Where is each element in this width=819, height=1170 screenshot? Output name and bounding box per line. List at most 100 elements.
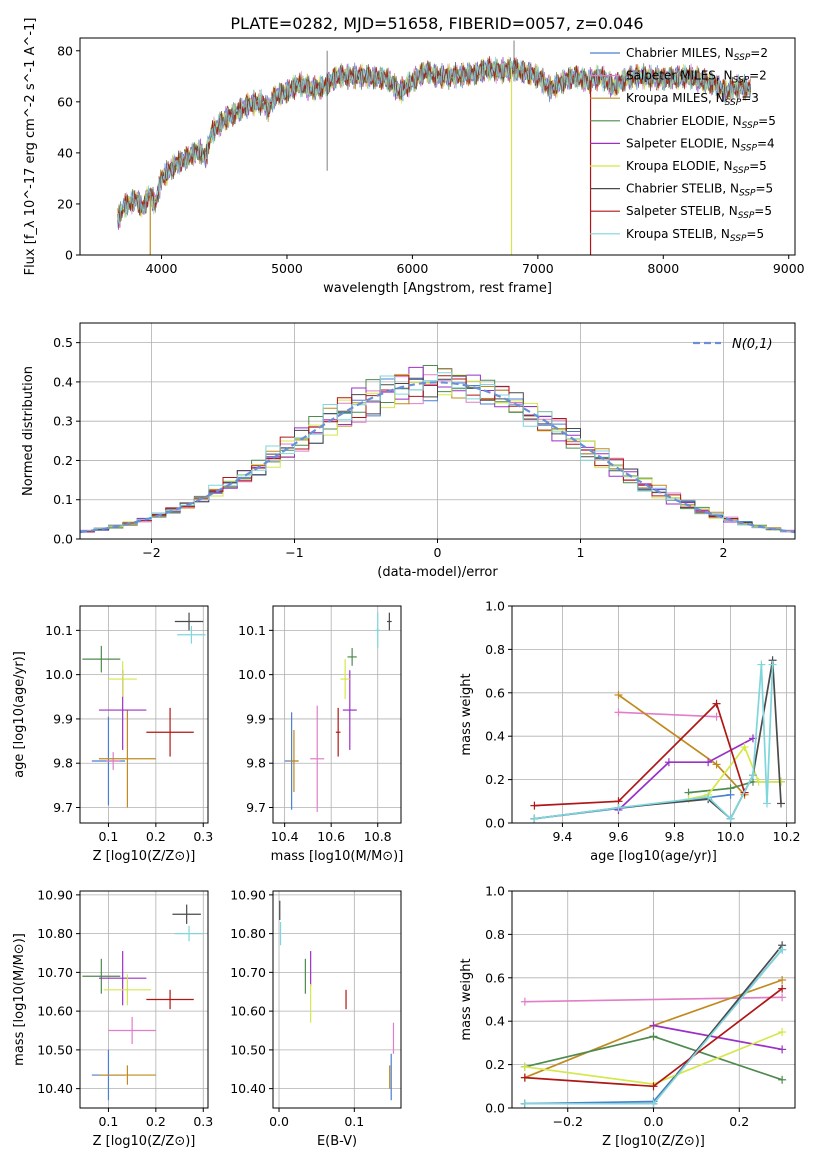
y-tick-label: 10.40 (230, 1081, 266, 1096)
y-tick-label: 1.0 (485, 884, 505, 899)
y-tick-label: 10.70 (230, 965, 266, 980)
y-tick-label: 9.7 (53, 800, 73, 815)
legend-label: Kroupa STELIB, NSSP=5 (626, 227, 764, 244)
errorbars-age_vs_mass (284, 612, 392, 812)
x-tick-label: 0.0 (644, 1114, 664, 1129)
x-tick-label: 9.8 (665, 829, 685, 844)
y-axis-label: Flux [f_λ 10^-17 erg cm^-2 s^-1 A^-1] (23, 18, 38, 276)
y-tick-label: 0.4 (53, 374, 73, 389)
spectrum-lines (117, 40, 751, 255)
y-tick-label: 10.80 (37, 926, 73, 941)
x-tick-label: 0 (434, 545, 442, 560)
x-axis-label: (data-model)/error (377, 565, 498, 580)
mass_vs_ebv-frame (272, 890, 402, 1109)
legend-label: Chabrier STELIB, NSSP=5 (626, 182, 773, 199)
x-axis-label: age [log10(age/yr)] (590, 849, 717, 864)
y-tick-label: 10.60 (230, 1004, 266, 1019)
y-tick-label: 0.6 (485, 970, 505, 985)
y-tick-label: 0.1 (53, 492, 73, 507)
legend-label: Salpeter STELIB, NSSP=5 (626, 204, 772, 221)
axes-residuals: −2 −1 0 1 2 0.0 0.1 0.2 0.3 0.4 0.5 (data-model)/er… (21, 323, 795, 580)
x-tick-label: 8000 (647, 261, 679, 276)
x-tick-label: 9.4 (552, 829, 572, 844)
x-tick-label: 6000 (397, 261, 429, 276)
y-tick-label: 40 (57, 145, 73, 160)
y-tick-label: 0.8 (485, 927, 505, 942)
x-tick-label: 5000 (271, 261, 303, 276)
y-axis-label: mass weight (459, 673, 474, 755)
y-tick-label: 10.60 (37, 1004, 73, 1019)
x-tick-label: 0.0 (269, 1114, 289, 1129)
y-tick-label: 0.2 (485, 1057, 505, 1072)
y-tick-label: 9.9 (246, 711, 266, 726)
residuals-frame (79, 322, 796, 540)
residuals-legend: N(0,1) (693, 337, 773, 352)
axes-spectrum: 4000 5000 6000 7000 8000 9000 0 20 40 60 80 wavelen… (23, 18, 805, 296)
y-axis-label: age [log10(age/yr)] (12, 651, 27, 778)
y-tick-label: 0 (65, 248, 73, 263)
legend-label: Salpeter MILES, NSSP=2 (626, 69, 767, 86)
y-tick-label: 0.5 (53, 335, 73, 350)
legend-label: N(0,1) (732, 337, 773, 352)
y-tick-label: 1.0 (485, 599, 505, 614)
weight_vs_age-frame (511, 605, 796, 824)
errorbars-age_vs_Z (82, 612, 206, 808)
y-tick-label: 20 (57, 196, 73, 211)
x-tick-label: 9000 (773, 261, 805, 276)
spectrum-line-Kroupa_STELIB (117, 56, 751, 227)
y-tick-label: 10.40 (37, 1081, 73, 1096)
x-tick-label: 10.2 (773, 829, 801, 844)
weight-line-Salpeter_STELIB (534, 702, 746, 807)
y-tick-label: 60 (57, 94, 73, 109)
spectrum-frame (79, 37, 796, 256)
axes-age_vs_mass: 10.4 10.6 10.8 9.7 9.8 9.9 10.0 10.1 mass [log10… (238, 606, 403, 864)
y-tick-label: 0.2 (53, 453, 73, 468)
y-tick-label: 10.90 (230, 887, 266, 902)
x-tick-label: −0.2 (553, 1114, 583, 1129)
y-axis-label: mass [log10(M/M⊙)] (12, 933, 27, 1066)
y-tick-label: 10.1 (45, 623, 73, 638)
age_vs_mass-frame (272, 605, 402, 824)
y-tick-label: 10.50 (230, 1042, 266, 1057)
x-tick-label: 2 (720, 545, 728, 560)
x-axis-label: E(B-V) (317, 1134, 357, 1149)
weights-weight_vs_Z (520, 941, 787, 1108)
x-tick-label: 0.2 (729, 1114, 749, 1129)
x-axis-label: mass [log10(M/M⊙)] (271, 849, 404, 864)
y-tick-label: 80 (57, 43, 73, 58)
axes-weight_vs_age: 9.4 9.6 9.8 10.0 10.2 0.0 0.2 0.4 0.6 0.8 1.0 age [… (459, 599, 801, 865)
x-tick-label: 0.1 (98, 829, 118, 844)
y-tick-label: 0.6 (485, 685, 505, 700)
x-tick-label: 0.1 (344, 1114, 364, 1129)
weight-line-Kroupa_STELIB (534, 664, 774, 821)
y-tick-label: 0.0 (53, 532, 73, 547)
x-axis-label: Z [log10(Z/Z⊙)] (93, 1134, 196, 1149)
y-axis-label: mass weight (459, 958, 474, 1040)
x-axis-label: Z [log10(Z/Z⊙)] (93, 849, 196, 864)
mass_vs_Z-frame (79, 890, 209, 1109)
x-tick-label: −1 (285, 545, 303, 560)
legend-label: Kroupa ELODIE, NSSP=5 (626, 159, 767, 176)
axes-age_vs_Z: 0.1 0.2 0.3 9.7 9.8 9.9 10.0 10.1 Z [log10(Z/Z⊙)… (12, 606, 213, 864)
y-tick-label: 10.50 (37, 1042, 73, 1057)
y-tick-label: 0.4 (485, 1014, 505, 1029)
age_vs_Z-frame (79, 605, 209, 824)
y-tick-label: 10.1 (238, 623, 266, 638)
y-tick-label: 0.0 (485, 1101, 505, 1116)
normal-curve (80, 381, 795, 534)
histogram-steps (80, 365, 795, 534)
x-tick-label: 10.0 (717, 829, 745, 844)
y-tick-label: 10.90 (37, 887, 73, 902)
x-tick-label: 0.3 (193, 1114, 213, 1129)
x-tick-label: 0.1 (98, 1114, 118, 1129)
weight-line-Salpeter_MILES (618, 711, 717, 718)
x-tick-label: 4000 (146, 261, 178, 276)
x-tick-label: 0.2 (146, 829, 166, 844)
legend-label: Chabrier ELODIE, NSSP=5 (626, 114, 776, 131)
y-tick-label: 9.7 (246, 800, 266, 815)
x-tick-label: 1 (577, 545, 585, 560)
y-tick-label: 0.2 (485, 772, 505, 787)
y-tick-label: 10.80 (230, 926, 266, 941)
y-tick-label: 9.8 (53, 756, 73, 771)
x-tick-label: 10.6 (317, 829, 345, 844)
